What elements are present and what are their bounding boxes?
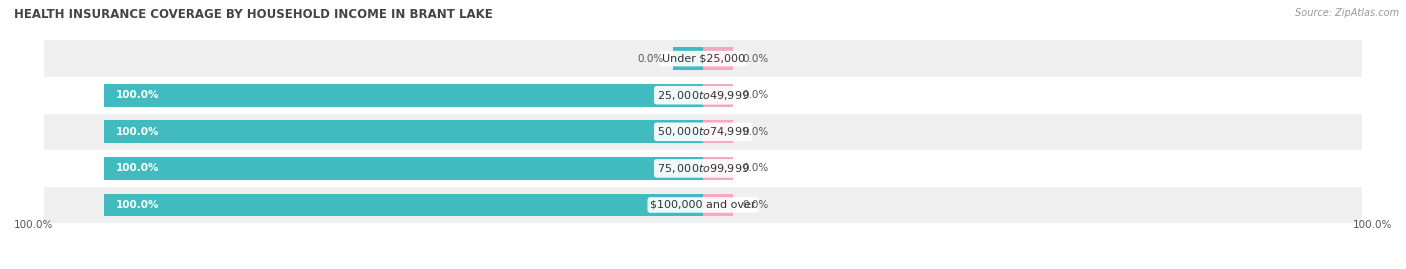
- Bar: [703, 121, 733, 143]
- Text: 100.0%: 100.0%: [115, 90, 159, 100]
- Bar: [703, 194, 733, 216]
- Bar: [703, 47, 733, 70]
- Text: $100,000 and over: $100,000 and over: [650, 200, 756, 210]
- Text: 100.0%: 100.0%: [14, 220, 53, 230]
- Text: 0.0%: 0.0%: [742, 163, 768, 174]
- Text: 0.0%: 0.0%: [742, 54, 768, 64]
- Bar: [44, 187, 1362, 223]
- Bar: [104, 194, 703, 216]
- Text: 100.0%: 100.0%: [1353, 220, 1392, 230]
- Bar: [44, 77, 1362, 114]
- Text: 0.0%: 0.0%: [638, 54, 664, 64]
- Text: 0.0%: 0.0%: [742, 127, 768, 137]
- Text: $50,000 to $74,999: $50,000 to $74,999: [657, 125, 749, 138]
- Bar: [703, 157, 733, 180]
- Text: 0.0%: 0.0%: [742, 90, 768, 100]
- Bar: [44, 150, 1362, 187]
- Text: Under $25,000: Under $25,000: [661, 54, 745, 64]
- Text: 100.0%: 100.0%: [115, 127, 159, 137]
- Text: $75,000 to $99,999: $75,000 to $99,999: [657, 162, 749, 175]
- Bar: [44, 114, 1362, 150]
- Bar: [703, 84, 733, 107]
- Bar: [673, 47, 703, 70]
- Text: Source: ZipAtlas.com: Source: ZipAtlas.com: [1295, 8, 1399, 18]
- Text: 100.0%: 100.0%: [115, 200, 159, 210]
- Bar: [44, 40, 1362, 77]
- Bar: [104, 84, 703, 107]
- Text: HEALTH INSURANCE COVERAGE BY HOUSEHOLD INCOME IN BRANT LAKE: HEALTH INSURANCE COVERAGE BY HOUSEHOLD I…: [14, 8, 494, 21]
- Bar: [104, 121, 703, 143]
- Text: $25,000 to $49,999: $25,000 to $49,999: [657, 89, 749, 102]
- Bar: [104, 157, 703, 180]
- Text: 0.0%: 0.0%: [742, 200, 768, 210]
- Text: 100.0%: 100.0%: [115, 163, 159, 174]
